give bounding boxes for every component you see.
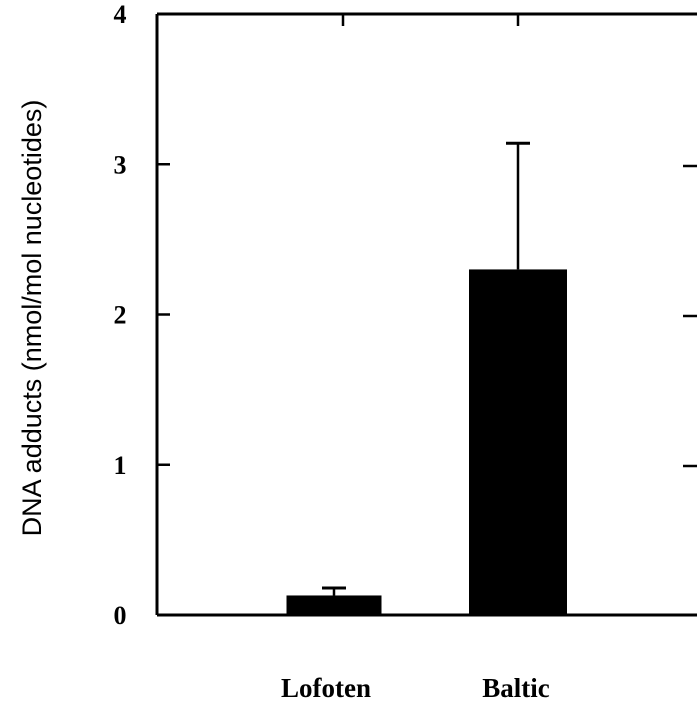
category-labels: Lofoten Baltic [281, 673, 550, 701]
bars [286, 141, 567, 615]
y-axis-title: DNA adducts (nmol/mol nucleotides) [17, 100, 47, 537]
y-tick-label: 2 [114, 301, 127, 330]
category-label: Baltic [482, 673, 550, 701]
y-tick-label: 0 [114, 601, 127, 630]
category-label: Lofoten [281, 673, 371, 701]
bar-lofoten [286, 595, 382, 615]
y-tick-label: 4 [114, 0, 127, 29]
y-tick-label: 1 [114, 451, 127, 480]
bar-baltic [469, 269, 567, 615]
y-tick-label: 3 [114, 150, 127, 179]
y-ticks: 0 1 2 3 4 [114, 0, 170, 630]
